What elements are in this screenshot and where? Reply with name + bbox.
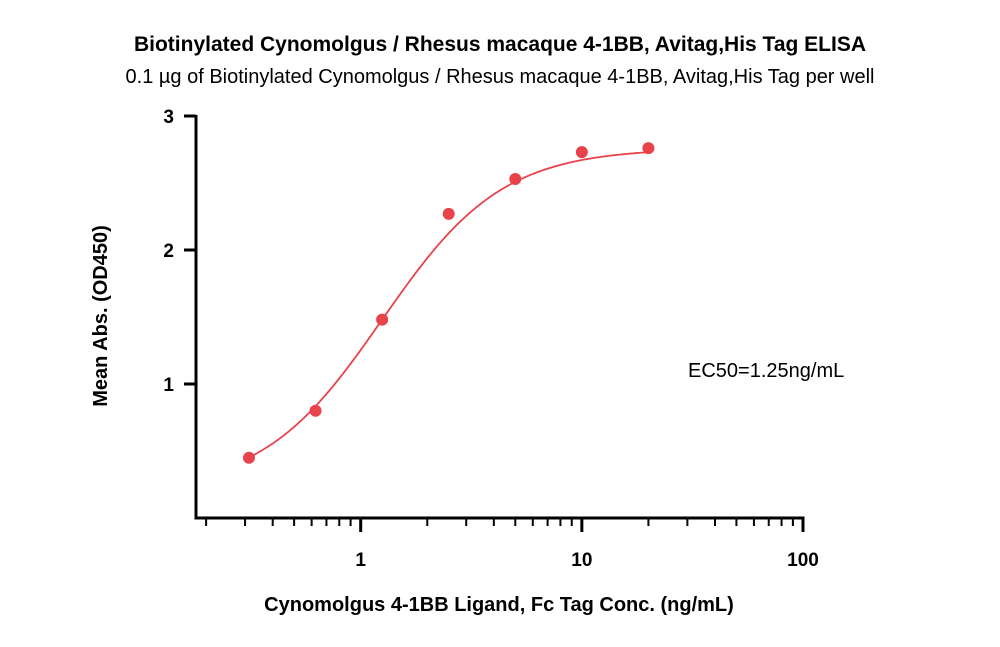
x-tick-label: 100 bbox=[787, 550, 819, 571]
data-point bbox=[442, 207, 455, 220]
y-tick-label: 3 bbox=[163, 107, 174, 128]
data-point bbox=[242, 451, 255, 464]
x-tick-label: 10 bbox=[571, 550, 592, 571]
data-point bbox=[642, 142, 655, 155]
x-ticks: 1 10 100 bbox=[205, 518, 819, 571]
y-tick-label: 2 bbox=[163, 241, 174, 262]
data-points bbox=[242, 142, 655, 464]
x-tick-label: 1 bbox=[355, 550, 366, 571]
fit-curve bbox=[248, 151, 649, 459]
y-ticks: 1 2 3 bbox=[163, 107, 196, 396]
x-axis-title: Cynomolgus 4-1BB Ligand, Fc Tag Conc. (n… bbox=[264, 594, 734, 616]
y-tick-label: 1 bbox=[163, 375, 174, 396]
data-point bbox=[376, 313, 389, 326]
ec50-annotation: EC50=1.25ng/mL bbox=[688, 360, 844, 382]
data-point bbox=[575, 146, 588, 159]
y-axis-title: Mean Abs. (OD450) bbox=[90, 225, 112, 407]
chart-title: Biotinylated Cynomolgus / Rhesus macaque… bbox=[133, 33, 867, 56]
chart-subtitle: 0.1 µg of Biotinylated Cynomolgus / Rhes… bbox=[125, 66, 875, 88]
data-point bbox=[309, 404, 322, 417]
data-point bbox=[509, 172, 522, 185]
